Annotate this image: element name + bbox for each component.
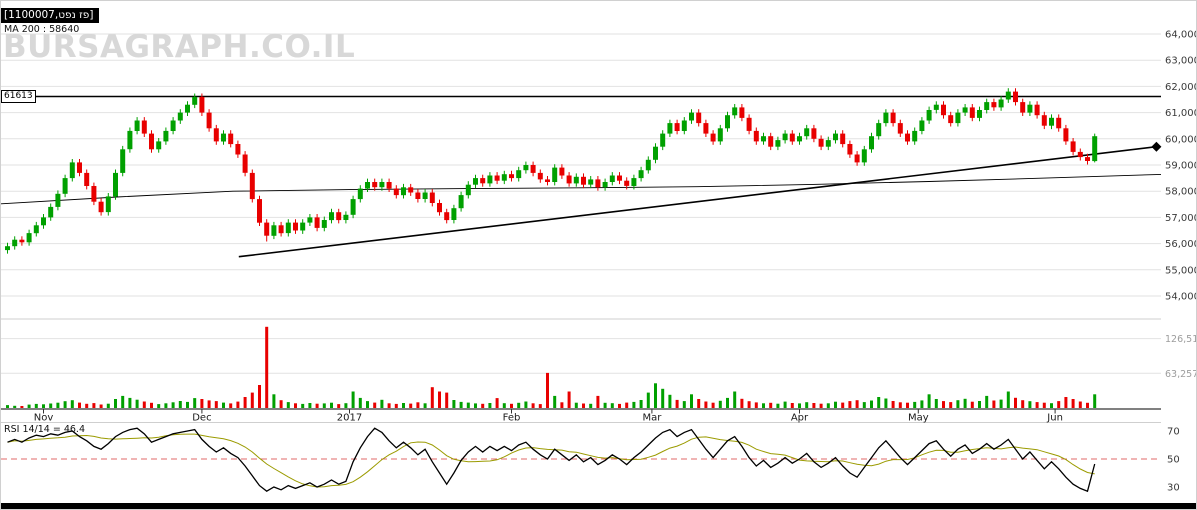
svg-text:2017: 2017 bbox=[337, 413, 362, 424]
svg-text:61,000: 61,000 bbox=[1165, 108, 1197, 119]
bursagraph-watermark: BURSAGRAPH.CO.IL bbox=[3, 29, 356, 65]
ma200-value-label: MA 200 : 58640 bbox=[4, 24, 80, 35]
svg-text:57,000: 57,000 bbox=[1165, 213, 1197, 224]
rsi-indicator-label: RSI 14/14 = 46.4 bbox=[4, 424, 85, 435]
svg-text:55,000: 55,000 bbox=[1165, 265, 1197, 276]
svg-text:54,000: 54,000 bbox=[1165, 292, 1197, 303]
svg-text:60,000: 60,000 bbox=[1165, 134, 1197, 145]
price-axis-labels: 64,000 63,000 62,000 61,000 60,000 59,000 58,0… bbox=[1165, 30, 1197, 303]
svg-text:62,000: 62,000 bbox=[1165, 82, 1197, 93]
svg-text:58,000: 58,000 bbox=[1165, 187, 1197, 198]
price-gridlines bbox=[1, 33, 1161, 297]
svg-text:59,000: 59,000 bbox=[1165, 161, 1197, 172]
svg-text:May: May bbox=[908, 413, 929, 424]
svg-text:70: 70 bbox=[1167, 427, 1180, 438]
trend-line bbox=[238, 145, 1157, 258]
svg-text:56,000: 56,000 bbox=[1165, 239, 1197, 250]
trendline-end-diamond bbox=[1151, 141, 1162, 152]
bottom-bar bbox=[1, 503, 1196, 509]
instrument-title: [1100007,פז נפט] bbox=[1, 8, 100, 23]
svg-text:63,000: 63,000 bbox=[1165, 56, 1197, 67]
svg-text:Feb: Feb bbox=[503, 413, 521, 424]
volume-axis-labels: 126,514 63,257 bbox=[1165, 334, 1197, 380]
volume-gridlines bbox=[1, 338, 1161, 374]
candles-layer bbox=[5, 88, 1098, 254]
ma200-line bbox=[1, 173, 1162, 205]
svg-text:Nov: Nov bbox=[34, 413, 54, 424]
svg-text:Apr: Apr bbox=[791, 413, 809, 424]
x-axis-ticks: Nov Dec 2017 Feb Mar Apr May Jun bbox=[34, 409, 1063, 424]
svg-text:64,000: 64,000 bbox=[1165, 30, 1197, 41]
rsi-axis-labels: 70 50 30 bbox=[1167, 427, 1180, 494]
volume-bars-layer bbox=[6, 326, 1097, 408]
svg-text:63,257: 63,257 bbox=[1165, 369, 1197, 380]
resistance-level-label: 61613 bbox=[1, 90, 36, 103]
rsi-line bbox=[7, 427, 1096, 493]
svg-text:Jun: Jun bbox=[1046, 413, 1063, 424]
svg-text:Dec: Dec bbox=[192, 413, 211, 424]
svg-text:50: 50 bbox=[1167, 455, 1180, 466]
svg-text:Mar: Mar bbox=[642, 413, 662, 424]
svg-text:126,514: 126,514 bbox=[1165, 334, 1197, 345]
svg-text:30: 30 bbox=[1167, 483, 1180, 494]
